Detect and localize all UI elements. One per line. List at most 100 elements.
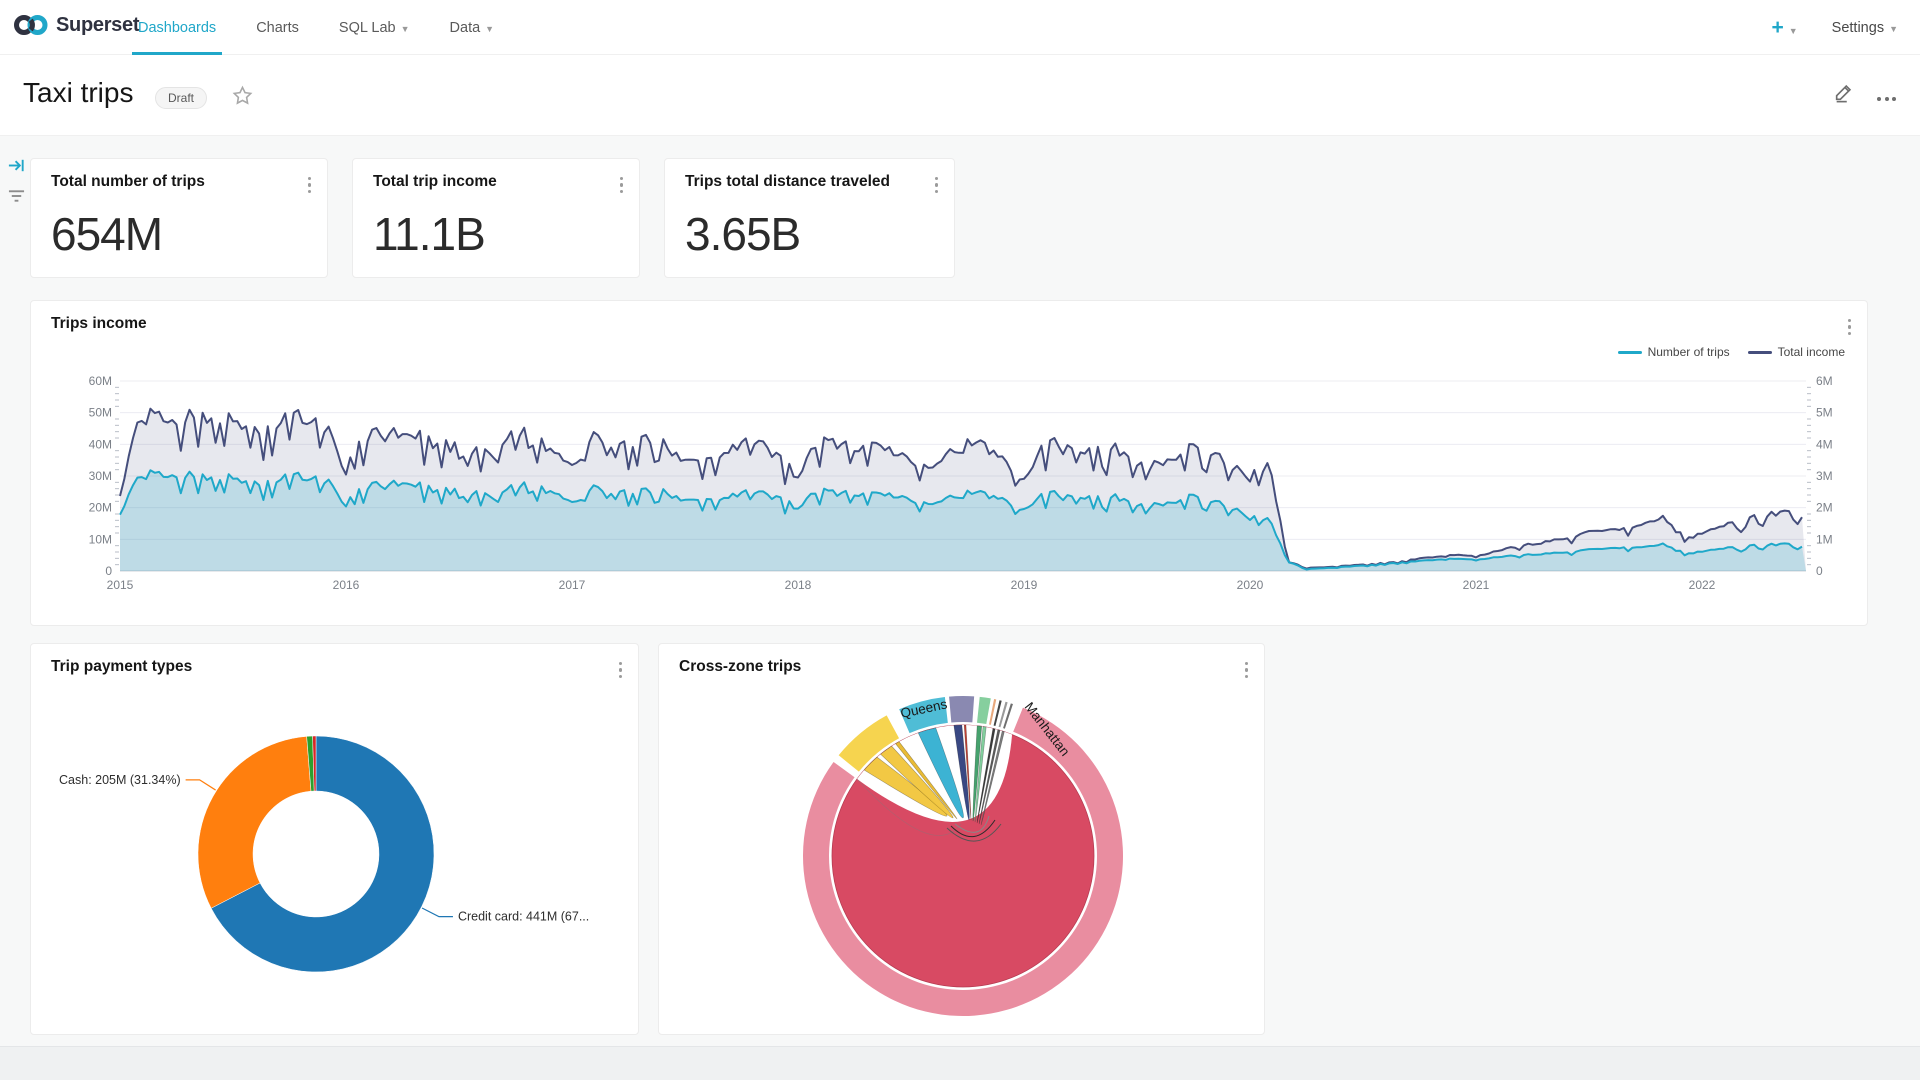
chord-ribbon-line: [946, 823, 1002, 842]
legend-item-number-of-trips[interactable]: Number of trips: [1617, 345, 1730, 359]
page-title: Taxi trips: [23, 77, 134, 108]
chart-kebab-menu[interactable]: [618, 175, 625, 195]
chart-legend: Number of trips Total income: [1617, 345, 1845, 359]
pencil-icon: [1835, 84, 1852, 103]
nav-item-sql-lab[interactable]: SQL Lab ▼: [338, 19, 410, 36]
y-axis-tick-left: 30M: [89, 469, 112, 483]
chord-zone-arc[interactable]: [998, 701, 1008, 728]
y-axis-tick-left: 50M: [89, 406, 112, 420]
donut-slice-credit-card[interactable]: [210, 735, 435, 973]
label-leader-line: [421, 907, 453, 918]
chord-ribbon[interactable]: [976, 728, 996, 823]
x-axis-tick: 2015: [107, 578, 134, 592]
chart-title: Trip payment types: [51, 658, 193, 675]
kpi-title: Trips total distance traveled: [685, 173, 891, 190]
chord-ribbon[interactable]: [917, 727, 964, 819]
donut-slice-cash[interactable]: [197, 736, 312, 909]
cross-zone-chart-card: Cross-zone trips Manhattan Queens: [658, 643, 1265, 1035]
chord-inner-gap: [857, 725, 1013, 822]
nav-item-charts[interactable]: Charts: [256, 19, 299, 36]
nav-item-dashboards[interactable]: Dashboards: [118, 0, 236, 55]
legend-swatch: [1747, 350, 1772, 354]
brand-name: Superset: [56, 13, 140, 36]
superset-infinity-icon: [14, 15, 48, 35]
chord-ribbon-line: [954, 815, 990, 833]
series-line: [119, 469, 1803, 571]
chord-ribbon[interactable]: [953, 724, 970, 820]
y-axis-tick-right: 0: [1816, 564, 1823, 578]
kpi-value: 3.65B: [685, 208, 801, 260]
chart-title: Cross-zone trips: [679, 658, 802, 675]
x-axis-tick: 2019: [1011, 578, 1038, 592]
kpi-value: 654M: [51, 208, 163, 260]
payment-types-chart-card: Trip payment types Credit card: 441M (67…: [30, 643, 639, 1035]
favorite-star-icon[interactable]: [232, 85, 253, 111]
chord-ribbon[interactable]: [963, 724, 972, 821]
legend-item-total-income[interactable]: Total income: [1747, 345, 1845, 359]
x-axis-tick: 2020: [1237, 578, 1264, 592]
chevron-down-icon: ▼: [1788, 25, 1798, 36]
legend-label: Number of trips: [1647, 345, 1730, 359]
expand-filter-bar-icon[interactable]: [7, 156, 26, 180]
chord-zone-arc-queens[interactable]: [899, 697, 948, 734]
trips-income-chart-card: Trips income Number of trips Total income…: [30, 300, 1868, 626]
chord-zone-arc[interactable]: [838, 715, 900, 772]
y-axis-tick-left: 10M: [89, 532, 112, 546]
y-axis-tick-left: 60M: [89, 374, 112, 388]
draft-status-badge: Draft: [155, 87, 208, 109]
legend-swatch: [1617, 350, 1642, 354]
chevron-down-icon: ▼: [485, 23, 495, 34]
donut-slice-3[interactable]: [312, 735, 317, 792]
y-axis-tick-right: 1M: [1816, 532, 1833, 546]
settings-menu[interactable]: Settings ▼: [1831, 19, 1898, 36]
x-axis-tick: 2018: [785, 578, 812, 592]
chord-zone-arc[interactable]: [993, 700, 1002, 726]
payment-types-donut-chart[interactable]: Credit card: 441M (67... Cash: 205M (31.3…: [31, 644, 640, 1036]
chord-zone-arc[interactable]: [989, 699, 997, 725]
y-axis-tick-right: 5M: [1816, 406, 1833, 420]
donut-callout-label: Cash: 205M (31.34%): [59, 773, 181, 787]
chart-kebab-menu[interactable]: [306, 175, 313, 195]
chord-ribbon[interactable]: [978, 729, 1001, 824]
label-leader-line: [185, 779, 216, 791]
superset-logo[interactable]: Superset: [14, 12, 139, 38]
kpi-title: Total number of trips: [51, 173, 205, 190]
chord-ribbon[interactable]: [895, 741, 958, 820]
chord-zone-arc[interactable]: [977, 696, 991, 725]
chart-kebab-menu[interactable]: [1846, 317, 1853, 337]
top-navbar: Superset Dashboards Charts SQL Lab ▼ Data ▼ +…: [0, 0, 1920, 55]
legend-label: Total income: [1777, 345, 1845, 359]
chevron-down-icon: ▼: [400, 23, 410, 34]
y-axis-tick-right: 2M: [1816, 501, 1833, 515]
kpi-card-trip-income: Total trip income 11.1B: [352, 158, 640, 278]
kpi-card-distance: Trips total distance traveled 3.65B: [664, 158, 955, 278]
chord-ribbon[interactable]: [974, 726, 987, 822]
chord-zone-arc[interactable]: [1003, 703, 1013, 729]
x-axis-tick: 2021: [1463, 578, 1490, 592]
chord-ribbon[interactable]: [972, 725, 983, 822]
new-item-button[interactable]: + ▼: [1771, 15, 1798, 39]
x-axis-tick: 2017: [559, 578, 586, 592]
chart-kebab-menu[interactable]: [617, 660, 624, 680]
chord-ribbon[interactable]: [880, 745, 954, 819]
x-axis-tick: 2016: [333, 578, 360, 592]
chord-zone-arc[interactable]: [949, 696, 975, 723]
y-axis-tick-left: 40M: [89, 437, 112, 451]
nav-item-data[interactable]: Data ▼: [449, 19, 495, 36]
edit-dashboard-button[interactable]: [1833, 81, 1855, 108]
dashboard-more-menu[interactable]: [1877, 89, 1896, 101]
kpi-card-total-trips: Total number of trips 654M: [30, 158, 328, 278]
y-axis-tick-left: 0: [105, 564, 112, 578]
y-axis-tick-right: 6M: [1816, 374, 1833, 388]
kpi-value: 11.1B: [373, 208, 486, 260]
chart-kebab-menu[interactable]: [933, 175, 940, 195]
dashboard-header: Taxi trips Draft: [0, 55, 1920, 136]
chart-kebab-menu[interactable]: [1243, 660, 1250, 680]
series-area: [120, 470, 1806, 571]
filter-icon[interactable]: [8, 188, 25, 209]
chord-boundary-line: [856, 778, 962, 836]
chord-ribbon[interactable]: [980, 730, 1005, 825]
y-axis-tick-left: 20M: [89, 501, 112, 515]
